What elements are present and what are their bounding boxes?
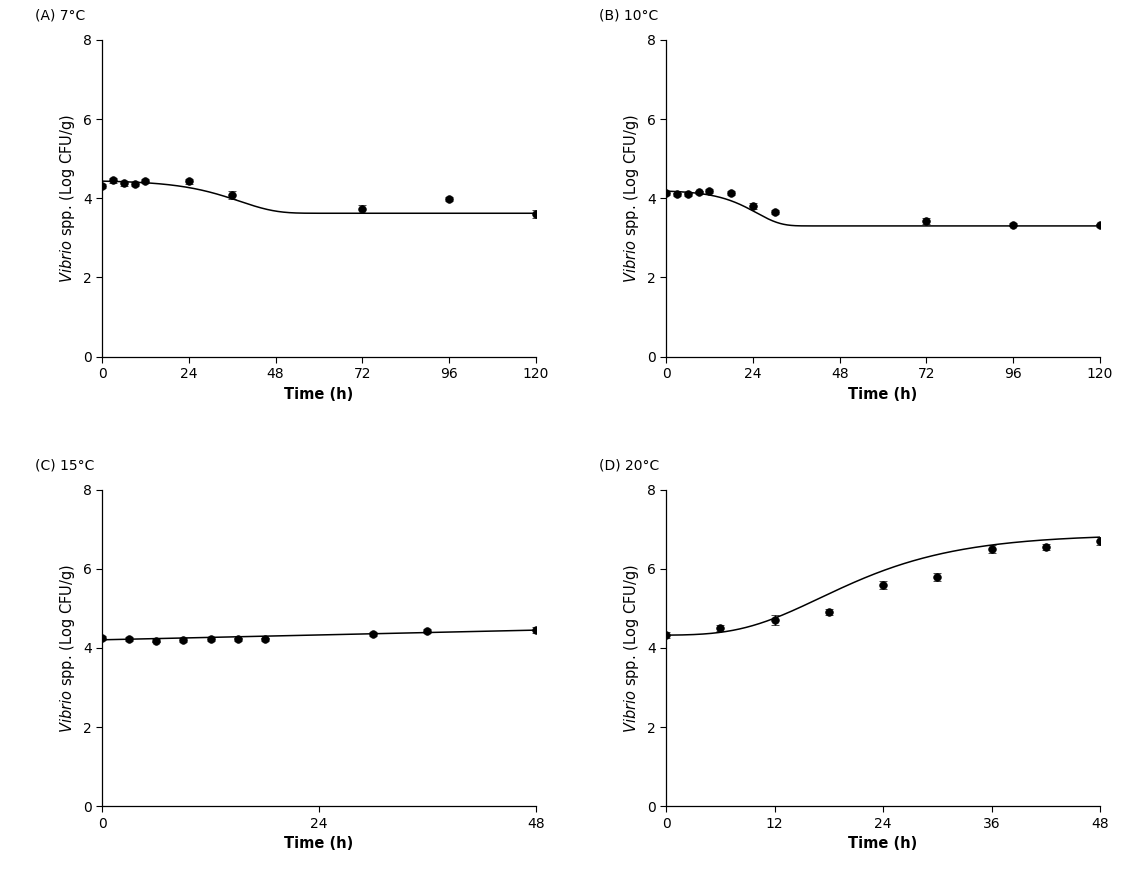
Y-axis label: $\it{Vibrio}$ spp. (Log CFU/g): $\it{Vibrio}$ spp. (Log CFU/g) bbox=[623, 113, 641, 283]
Text: (B) 10°C: (B) 10°C bbox=[599, 9, 658, 22]
X-axis label: Time (h): Time (h) bbox=[285, 386, 354, 401]
X-axis label: Time (h): Time (h) bbox=[848, 386, 917, 401]
X-axis label: Time (h): Time (h) bbox=[285, 836, 354, 851]
Text: (A) 7°C: (A) 7°C bbox=[35, 9, 85, 22]
Text: (C) 15°C: (C) 15°C bbox=[35, 458, 94, 472]
X-axis label: Time (h): Time (h) bbox=[848, 836, 917, 851]
Y-axis label: $\it{Vibrio}$ spp. (Log CFU/g): $\it{Vibrio}$ spp. (Log CFU/g) bbox=[623, 563, 641, 733]
Y-axis label: $\it{Vibrio}$ spp. (Log CFU/g): $\it{Vibrio}$ spp. (Log CFU/g) bbox=[58, 563, 77, 733]
Y-axis label: $\it{Vibrio}$ spp. (Log CFU/g): $\it{Vibrio}$ spp. (Log CFU/g) bbox=[58, 113, 77, 283]
Text: (D) 20°C: (D) 20°C bbox=[599, 458, 659, 472]
